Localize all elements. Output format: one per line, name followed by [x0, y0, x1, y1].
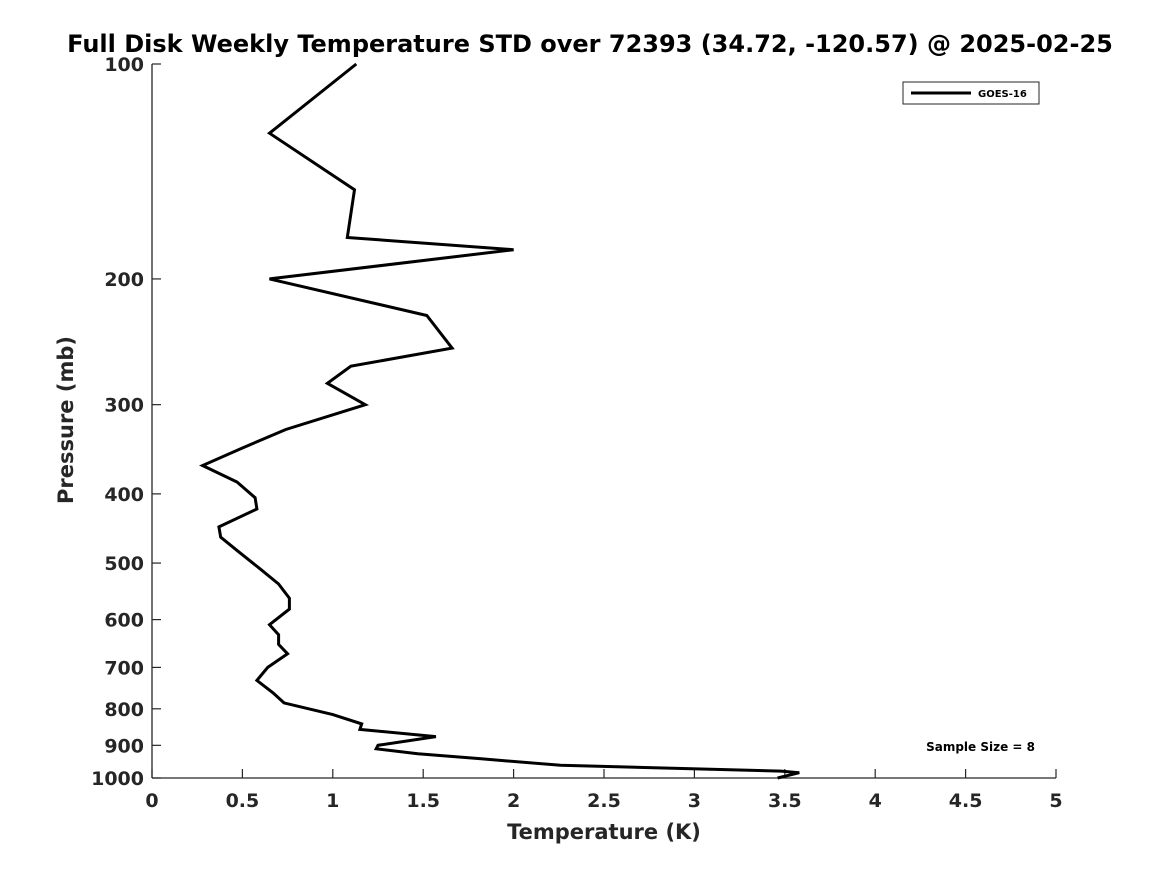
x-tick-label: 0	[145, 790, 158, 812]
x-tick-label: 0.5	[226, 790, 260, 812]
y-tick-label: 800	[104, 699, 144, 721]
x-tick-label: 2.5	[587, 790, 621, 812]
y-tick-label: 200	[104, 269, 144, 291]
y-tick-label: 900	[104, 735, 144, 757]
chart-title: Full Disk Weekly Temperature STD over 72…	[67, 30, 1113, 58]
y-axis-label: Pressure (mb)	[54, 336, 78, 504]
y-tick-label: 400	[104, 484, 144, 506]
y-tick-label: 500	[104, 553, 144, 575]
x-tick-label: 5	[1049, 790, 1062, 812]
y-tick-label: 300	[104, 395, 144, 417]
x-tick-label: 2	[507, 790, 520, 812]
x-tick-label: 1.5	[406, 790, 440, 812]
x-tick-label: 3.5	[768, 790, 802, 812]
x-tick-label: 3	[688, 790, 701, 812]
x-tick-label: 4.5	[949, 790, 983, 812]
y-tick-label: 1000	[91, 768, 144, 790]
y-tick-label: 100	[104, 54, 144, 76]
y-tick-label: 600	[104, 610, 144, 632]
legend-label: GOES-16	[978, 89, 1027, 100]
x-axis: 0 0.5 1 1.5 2 2.5 3 3.5 4 4.5 5	[145, 769, 1063, 812]
y-tick-label: 700	[104, 657, 144, 679]
legend: GOES-16	[902, 81, 1040, 105]
series-layer	[199, 62, 800, 780]
series-line-goes-16	[199, 62, 800, 780]
x-axis-label: Temperature (K)	[507, 820, 701, 844]
sample-size-annotation: Sample Size = 8	[926, 740, 1035, 754]
x-tick-label: 4	[869, 790, 882, 812]
y-axis: 100 200 300 400 500 600 700 800 900 1000	[91, 54, 161, 790]
x-tick-label: 1	[326, 790, 339, 812]
